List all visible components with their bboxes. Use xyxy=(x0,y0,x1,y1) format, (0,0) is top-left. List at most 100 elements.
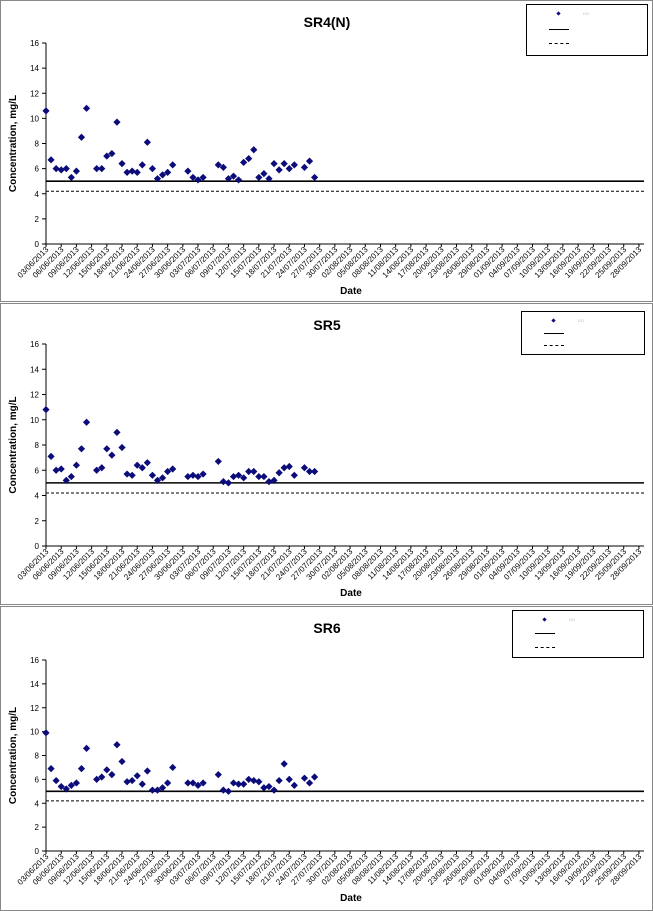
data-point xyxy=(265,782,273,791)
data-point xyxy=(189,471,197,479)
data-point xyxy=(300,774,309,782)
data-point xyxy=(169,465,177,473)
data-point xyxy=(98,773,106,781)
data-point xyxy=(219,478,227,486)
y-tick-label: 10 xyxy=(30,114,39,123)
data-point xyxy=(138,161,146,169)
data-point xyxy=(47,765,55,773)
data-point xyxy=(133,772,141,780)
data-point xyxy=(93,466,101,474)
y-tick-label: 6 xyxy=(35,165,40,174)
data-point xyxy=(184,472,192,481)
y-tick-label: 2 xyxy=(35,823,40,832)
data-point xyxy=(260,784,268,792)
legend-label: DO xyxy=(569,617,575,622)
data-point xyxy=(62,165,70,173)
data-point xyxy=(138,780,146,788)
data-point xyxy=(240,158,248,166)
data-point xyxy=(98,165,106,173)
data-point xyxy=(270,160,278,168)
data-point xyxy=(123,168,131,176)
data-point xyxy=(133,168,141,176)
data-point xyxy=(108,771,116,779)
x-axis-title: Date xyxy=(340,286,362,297)
data-point xyxy=(255,472,263,481)
data-point xyxy=(72,779,81,787)
data-point xyxy=(164,168,172,176)
data-point xyxy=(285,165,293,173)
y-tick-label: 2 xyxy=(35,517,40,526)
y-tick-label: 8 xyxy=(35,752,40,761)
data-point xyxy=(194,176,202,184)
chart-svg: SR6024681012141603/06/201306/06/201309/0… xyxy=(8,620,644,904)
y-tick-label: 16 xyxy=(30,340,39,349)
data-point xyxy=(72,461,81,469)
legend-solid-line-symbol xyxy=(544,333,564,334)
data-point xyxy=(214,457,222,466)
legend-marker-symbol xyxy=(549,12,569,16)
data-point xyxy=(62,785,70,793)
x-axis-title: Date xyxy=(340,893,362,904)
legend-entry xyxy=(527,23,647,35)
y-tick-label: 14 xyxy=(30,365,39,374)
data-point xyxy=(300,464,309,472)
data-point xyxy=(77,133,86,141)
data-point xyxy=(128,471,136,479)
y-tick-label: 16 xyxy=(30,656,39,665)
data-point xyxy=(113,428,121,436)
data-point xyxy=(305,779,314,787)
data-point xyxy=(275,776,283,785)
data-point xyxy=(184,167,192,175)
data-point xyxy=(108,451,116,459)
data-point xyxy=(245,154,253,163)
data-point xyxy=(275,469,283,477)
data-point xyxy=(67,781,75,789)
legend-label: DO xyxy=(583,11,589,16)
data-point xyxy=(67,472,75,481)
data-point xyxy=(270,786,278,794)
data-point xyxy=(199,779,207,787)
legend: DO xyxy=(521,311,645,355)
legend-dashed-line-symbol xyxy=(544,345,564,346)
data-point xyxy=(153,175,162,183)
data-point xyxy=(240,780,248,788)
data-point xyxy=(52,466,60,474)
data-point xyxy=(290,161,298,169)
y-tick-label: 8 xyxy=(35,140,40,149)
data-point xyxy=(57,166,65,174)
data-point xyxy=(103,152,111,160)
y-tick-label: 6 xyxy=(35,775,40,784)
data-point xyxy=(113,741,121,749)
legend-entry: DO xyxy=(527,8,647,20)
data-point xyxy=(169,763,177,772)
data-point xyxy=(265,175,273,183)
data-point xyxy=(42,107,50,115)
data-point xyxy=(123,470,131,478)
data-point xyxy=(305,157,314,165)
data-point xyxy=(280,160,288,168)
legend: DO xyxy=(512,610,644,658)
data-point xyxy=(219,163,227,171)
data-point xyxy=(214,771,222,779)
data-point xyxy=(275,166,283,174)
legend-entry xyxy=(522,339,644,351)
data-point xyxy=(52,165,60,173)
data-point xyxy=(118,443,126,452)
data-point xyxy=(240,474,248,482)
legend-solid-line-symbol xyxy=(535,633,555,635)
data-point xyxy=(199,173,207,182)
data-point xyxy=(148,165,157,173)
data-point xyxy=(245,775,253,783)
y-tick-label: 6 xyxy=(35,466,40,475)
data-point xyxy=(250,776,258,785)
legend: DO xyxy=(526,4,648,56)
data-point xyxy=(194,472,202,481)
data-point xyxy=(224,175,233,183)
y-tick-label: 0 xyxy=(35,240,40,249)
data-point xyxy=(93,165,101,173)
data-point xyxy=(67,173,75,182)
chart-title: SR5 xyxy=(313,317,340,333)
data-point xyxy=(189,173,197,182)
data-point xyxy=(164,779,172,787)
data-point xyxy=(82,744,91,752)
